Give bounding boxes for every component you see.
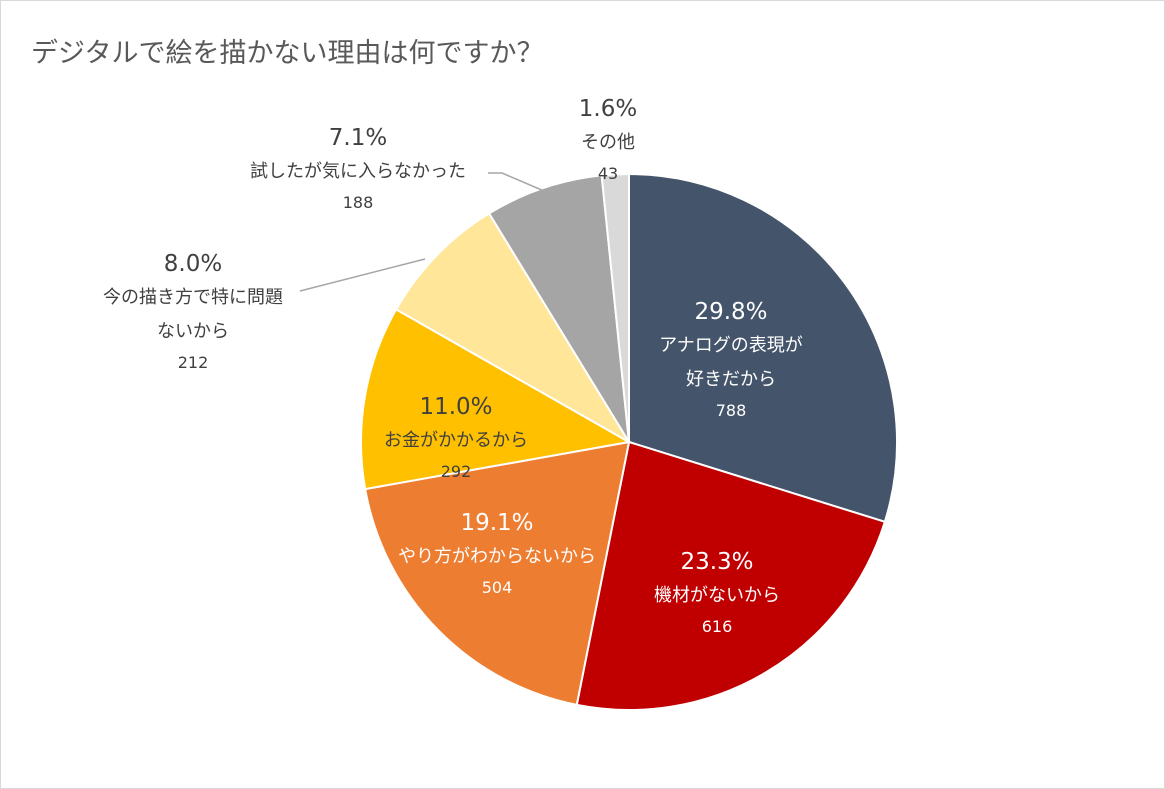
label-percent: 7.1% bbox=[329, 125, 387, 151]
label-percent: 8.0% bbox=[164, 251, 222, 277]
label-count: 616 bbox=[702, 617, 733, 636]
label-count: 43 bbox=[598, 164, 618, 183]
label-percent: 1.6% bbox=[579, 96, 637, 122]
label-category: アナログの表現が bbox=[659, 335, 803, 356]
pie-slice-1 bbox=[628, 172, 898, 524]
pie-slice-7 bbox=[600, 172, 630, 443]
leader-line-5 bbox=[299, 258, 426, 292]
label-category: ないから bbox=[157, 321, 229, 342]
label-count: 504 bbox=[482, 578, 513, 597]
data-label-6: 7.1% 試したが気に入らなかった 188 bbox=[250, 125, 466, 212]
label-count: 292 bbox=[441, 462, 472, 481]
label-category: 試したが気に入らなかった bbox=[250, 161, 466, 182]
pie-slice-2 bbox=[575, 440, 887, 711]
label-category: 機材がないから bbox=[654, 585, 780, 606]
pie-slice-6 bbox=[487, 174, 630, 443]
pie-slice-3 bbox=[363, 440, 631, 707]
label-count: 188 bbox=[343, 193, 374, 212]
data-label-7: 1.6% その他 43 bbox=[579, 96, 637, 183]
label-category: やり方がわからないから bbox=[398, 546, 596, 567]
pie-slices bbox=[360, 172, 898, 711]
label-count: 212 bbox=[178, 353, 209, 372]
data-label-3: 19.1% やり方がわからないから 504 bbox=[398, 510, 596, 597]
label-percent: 19.1% bbox=[460, 510, 533, 536]
chart-title: デジタルで絵を描かない理由は何ですか？ bbox=[31, 38, 544, 69]
label-count: 788 bbox=[716, 401, 747, 420]
data-label-4: 11.0% お金がかかるから 292 bbox=[384, 394, 528, 481]
pie-slice-4 bbox=[360, 308, 632, 491]
label-percent: 11.0% bbox=[419, 394, 492, 420]
label-category: その他 bbox=[581, 132, 635, 153]
label-percent: 23.3% bbox=[680, 549, 753, 575]
data-label-2: 23.3% 機材がないから 616 bbox=[654, 549, 780, 636]
label-category: 好きだから bbox=[686, 369, 776, 390]
leader-line-6 bbox=[488, 172, 545, 192]
label-category: 今の描き方で特に問題 bbox=[103, 287, 283, 308]
label-percent: 29.8% bbox=[694, 299, 767, 325]
pie-slice-5 bbox=[394, 212, 630, 443]
label-category: お金がかかるから bbox=[384, 430, 528, 451]
